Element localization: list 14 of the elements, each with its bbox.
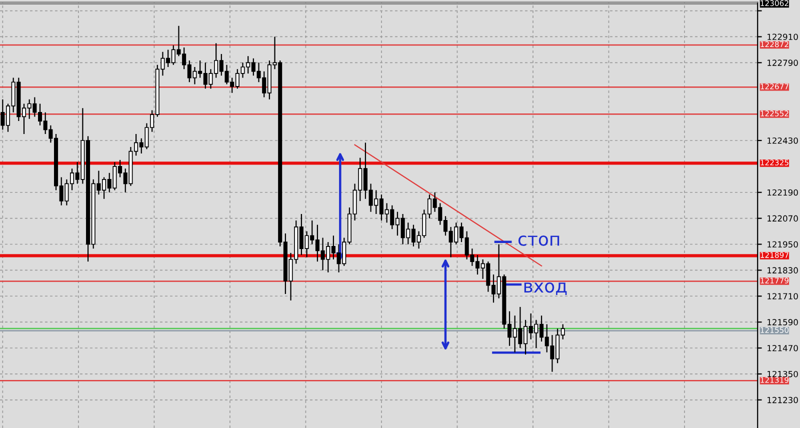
y-tick-label: 121470 (768, 344, 798, 352)
y-tick-label: 122070 (768, 215, 798, 222)
y-tick-label: 122430 (768, 137, 798, 144)
y-tick-label: 121710 (768, 293, 798, 300)
y-tick-label: 121230 (768, 396, 798, 404)
y-tick-label: 121950 (768, 241, 798, 248)
y-tick-label: 121830 (768, 267, 798, 274)
y-tick-label: 121350 (768, 370, 798, 378)
y-tick-label: 121590 (768, 319, 798, 326)
y-tick-label: 122190 (768, 189, 798, 196)
y-tick-label: 122790 (768, 60, 798, 66)
annotation: стоп (518, 235, 560, 246)
annotation: вход (524, 282, 567, 295)
y-tick-label: 122910 (768, 34, 798, 40)
